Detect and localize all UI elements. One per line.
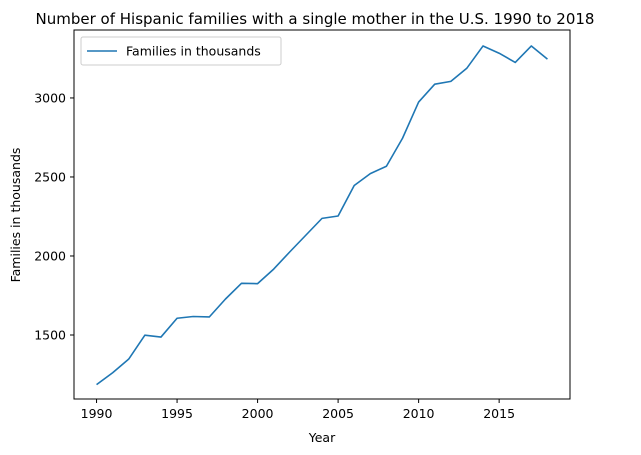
legend: Families in thousands xyxy=(80,36,282,66)
y-axis-ticks: 1500 2000 2500 3000 xyxy=(34,90,74,342)
x-tick-label: 1990 xyxy=(81,406,113,421)
series-layer xyxy=(96,45,548,386)
x-axis-label: Year xyxy=(308,430,336,445)
y-tick-label: 3000 xyxy=(34,90,66,105)
y-tick-label: 2000 xyxy=(34,248,66,263)
chart-title: Number of Hispanic families with a singl… xyxy=(36,10,595,28)
x-tick-label: 2005 xyxy=(322,406,354,421)
y-axis-label: Families in thousands xyxy=(8,148,23,283)
legend-box xyxy=(80,36,282,66)
series-line-0 xyxy=(96,45,548,386)
plot-frame xyxy=(73,29,571,400)
x-tick-label: 1995 xyxy=(161,406,193,421)
x-axis-ticks: 1990 1995 2000 2005 2010 2015 xyxy=(81,399,515,421)
x-tick-label: 2015 xyxy=(483,406,515,421)
x-tick-label: 2010 xyxy=(403,406,435,421)
y-tick-label: 1500 xyxy=(34,327,66,342)
legend-label-families-in-thousands: Families in thousands xyxy=(126,44,261,59)
x-tick-label: 2000 xyxy=(242,406,274,421)
y-tick-label: 2500 xyxy=(34,169,66,184)
plot-area xyxy=(73,29,571,400)
